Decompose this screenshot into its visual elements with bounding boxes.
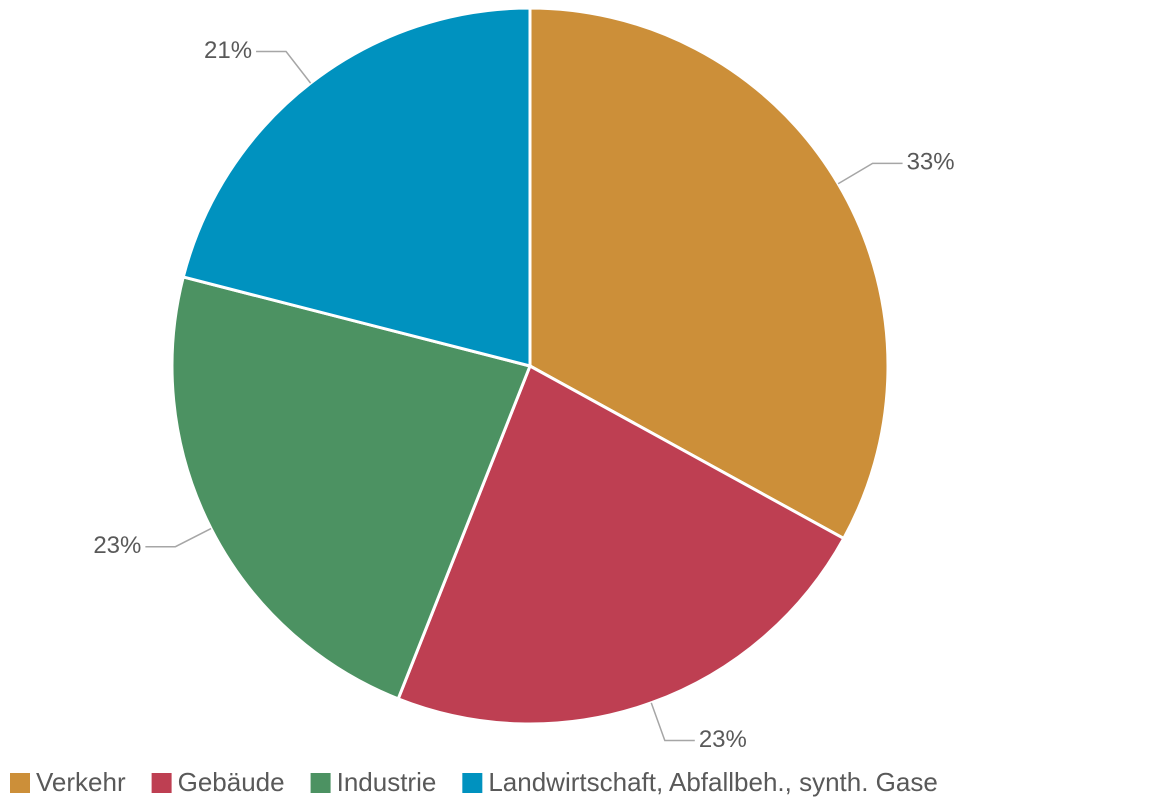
legend-label: Verkehr — [36, 767, 126, 797]
leader-line — [145, 527, 212, 548]
leader-line — [650, 702, 695, 742]
legend-swatch — [10, 773, 30, 793]
legend-swatch — [310, 773, 331, 793]
data-label: 21% — [204, 37, 252, 64]
data-label: 33% — [907, 149, 955, 176]
legend-swatch — [462, 773, 483, 793]
legend-swatch — [151, 773, 172, 793]
leader-line — [256, 50, 312, 84]
leader-line — [837, 162, 903, 185]
data-label: 23% — [93, 532, 141, 559]
pie-slice — [396, 363, 846, 726]
data-label: 23% — [699, 726, 747, 753]
legend-label: Gebäude — [178, 767, 285, 797]
legend-label: Industrie — [337, 767, 437, 797]
pie-slice — [170, 275, 533, 701]
legend-label: Landwirtschaft, Abfallbeh., synth. Gase — [488, 767, 937, 797]
